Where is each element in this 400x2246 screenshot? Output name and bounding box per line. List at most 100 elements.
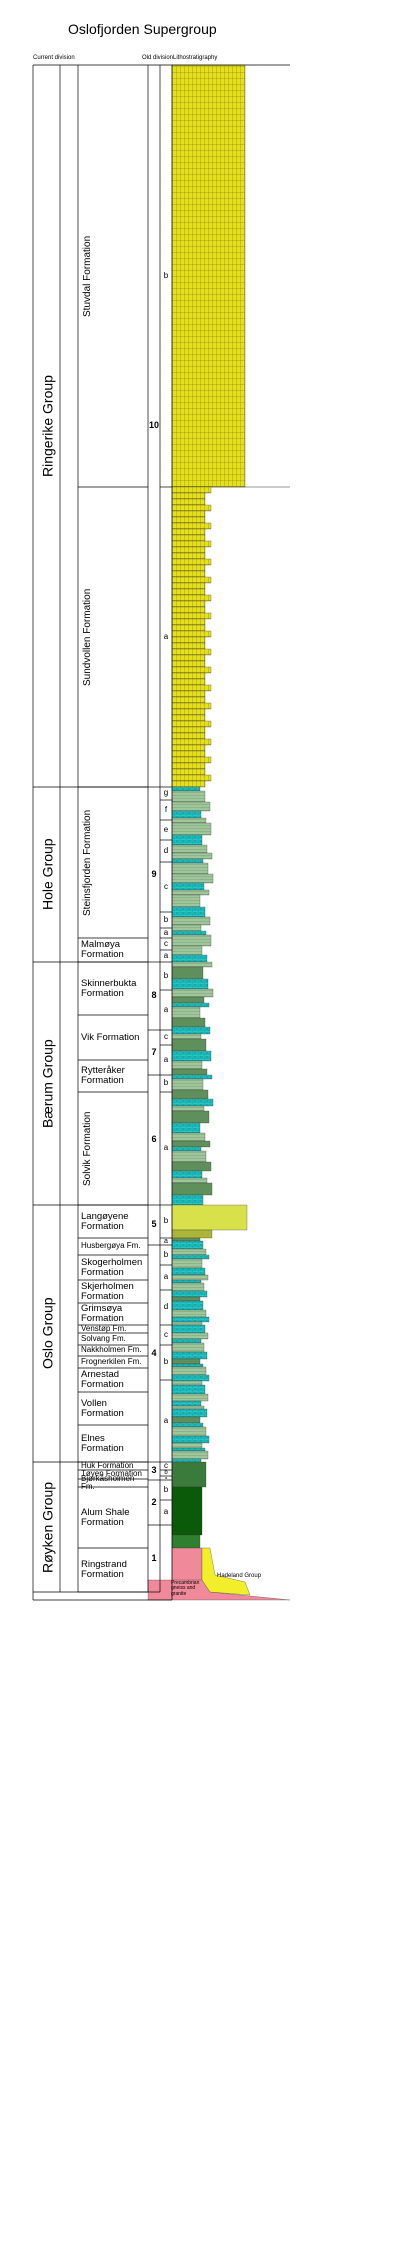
formation-label: Solvik Formation — [81, 1111, 93, 1186]
litho-band — [171, 1254, 210, 1260]
litho-band — [171, 726, 206, 734]
formation-label: Skjerholmen Formation — [81, 1280, 134, 1302]
litho-band — [171, 732, 206, 740]
litho-band — [171, 1450, 209, 1460]
litho-band — [171, 1400, 202, 1407]
formation-label: Husbergøya Fm. — [81, 1241, 141, 1251]
litho-band — [171, 1026, 211, 1035]
old-subdivision: a — [163, 927, 169, 937]
litho-band — [171, 576, 212, 584]
basement — [147, 1579, 291, 1601]
old-division: 1 — [151, 1552, 157, 1563]
litho-band — [171, 790, 206, 803]
old-division: 10 — [148, 420, 159, 431]
litho-band — [171, 780, 206, 788]
litho-band — [171, 1296, 201, 1302]
litho-band — [171, 1038, 207, 1052]
litho-band — [171, 786, 201, 792]
litho-band — [171, 540, 212, 548]
old-subdivision: a — [164, 1237, 168, 1245]
group-label: Hole Group — [39, 838, 56, 911]
basement-label: Precambrian gneiss and granite — [171, 1580, 200, 1597]
old-subdivision: c — [164, 1460, 168, 1470]
litho-band — [171, 528, 206, 536]
litho-band — [171, 1534, 201, 1549]
litho-band — [171, 702, 212, 710]
title: Oslofjorden Supergroup — [68, 21, 217, 37]
litho-band — [171, 873, 214, 884]
litho-band — [171, 546, 206, 554]
litho-band — [171, 1384, 206, 1395]
formation-label: Frognerkilen Fm. — [81, 1356, 142, 1366]
litho-band — [171, 1363, 204, 1368]
litho-band — [171, 564, 206, 572]
litho-band — [171, 1122, 201, 1134]
litho-band — [171, 672, 206, 680]
litho-band — [171, 1060, 203, 1070]
litho-band — [171, 1300, 204, 1311]
old-subdivision: b — [163, 1249, 169, 1259]
formation-label: Vik Formation — [81, 1031, 140, 1043]
litho-band — [171, 738, 212, 746]
group-label: Ringerike Group — [39, 375, 56, 477]
litho-band — [171, 1316, 210, 1323]
litho-band — [171, 1416, 201, 1424]
litho-band — [171, 648, 212, 656]
group-label: Bærum Group — [39, 1039, 56, 1128]
header: Current division — [33, 55, 75, 61]
litho-band — [171, 684, 212, 692]
old-division: 3 — [151, 1465, 157, 1476]
litho-band — [171, 744, 206, 752]
old-subdivision: c — [164, 938, 168, 948]
formation-label: Arnestad Formation — [81, 1369, 124, 1390]
litho-band — [171, 654, 206, 662]
old-subdivision: b — [163, 970, 169, 980]
lithology — [147, 64, 291, 1601]
litho-band — [171, 558, 212, 566]
old-division: 4 — [151, 1347, 157, 1358]
litho-band — [171, 1422, 204, 1428]
litho-band — [171, 516, 206, 524]
litho-band — [171, 612, 212, 620]
litho-band — [171, 934, 212, 947]
formation-label: Nakkholmen Fm. — [81, 1345, 142, 1355]
litho-band — [171, 1282, 205, 1292]
formation-label: Huk Formation — [81, 1460, 134, 1470]
litho-band — [171, 618, 206, 626]
litho-band — [171, 1274, 209, 1281]
litho-band — [171, 696, 206, 704]
litho-band — [171, 1098, 214, 1107]
formation-label: Sundvollen Formation — [81, 588, 93, 686]
old-subdivision: b — [163, 1216, 169, 1226]
litho-band — [171, 1050, 212, 1062]
formation-label: Bjørkåsholmen Fm. — [81, 1473, 135, 1491]
litho-band — [171, 945, 203, 956]
litho-band — [171, 1006, 201, 1019]
old-subdivision: a — [163, 1507, 169, 1517]
litho-band — [171, 1408, 208, 1418]
litho-band — [171, 1110, 210, 1124]
formation-label: Venstøp Fm. — [81, 1323, 127, 1333]
litho-band — [171, 810, 202, 819]
old-division: 8 — [151, 990, 157, 1001]
litho-band — [171, 1248, 207, 1256]
litho-band — [171, 996, 205, 1004]
litho-band — [171, 582, 206, 590]
litho-band — [171, 756, 212, 764]
litho-band — [171, 714, 206, 722]
formation-label: Solvang Fm. — [81, 1333, 126, 1343]
basement-label: Hadeland Group — [217, 1572, 262, 1579]
litho-band — [171, 1074, 213, 1080]
old-subdivision: a — [164, 1474, 168, 1480]
litho-band — [171, 750, 206, 758]
litho-band — [171, 768, 206, 776]
litho-band — [171, 1237, 201, 1242]
litho-band — [171, 966, 204, 980]
litho-band — [171, 988, 214, 998]
litho-band — [171, 978, 209, 990]
old-subdivision: e — [163, 824, 169, 834]
old-subdivision: a — [163, 1004, 169, 1014]
old-subdivision: b — [163, 270, 169, 280]
group-label: Oslo Group — [39, 1297, 56, 1370]
